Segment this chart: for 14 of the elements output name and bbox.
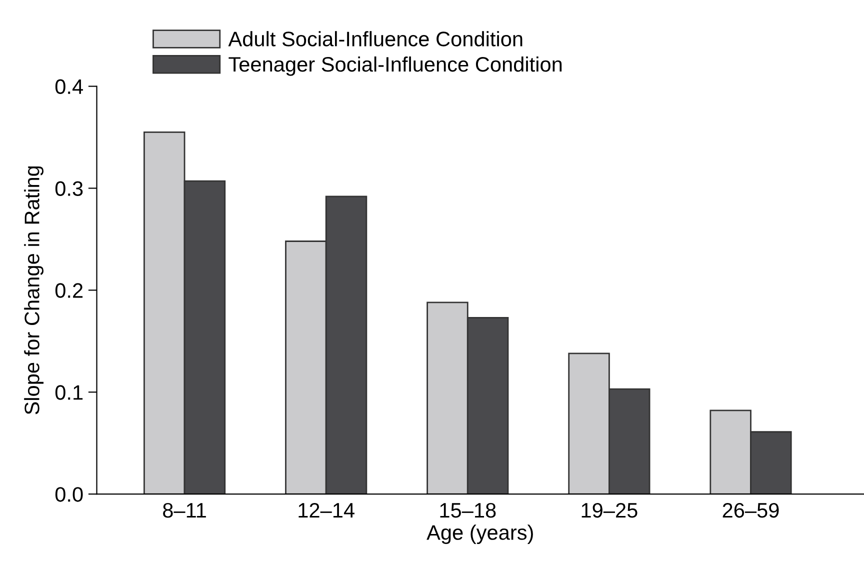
- x-tick-label: 15–18: [440, 502, 496, 518]
- legend-label: Teenager Social-Influence Condition: [228, 56, 562, 76]
- x-axis-title: Age (years): [426, 524, 533, 544]
- y-tick-label: 0.2: [55, 283, 83, 298]
- x-tick-label: 19–25: [582, 502, 638, 518]
- legend-label: Adult Social-Influence Condition: [228, 31, 522, 46]
- y-axis-title: Slope for Change in Rating: [24, 166, 44, 414]
- y-tick-label: 0.1: [55, 385, 83, 400]
- y-tick-label: 0.0: [55, 487, 83, 502]
- x-tick-label: 12–14: [298, 502, 354, 518]
- y-tick-label: 0.3: [55, 181, 83, 196]
- x-tick-label: 8–11: [163, 502, 206, 518]
- y-tick-label: 0.4: [55, 79, 83, 94]
- x-tick-label: 26–59: [722, 502, 779, 518]
